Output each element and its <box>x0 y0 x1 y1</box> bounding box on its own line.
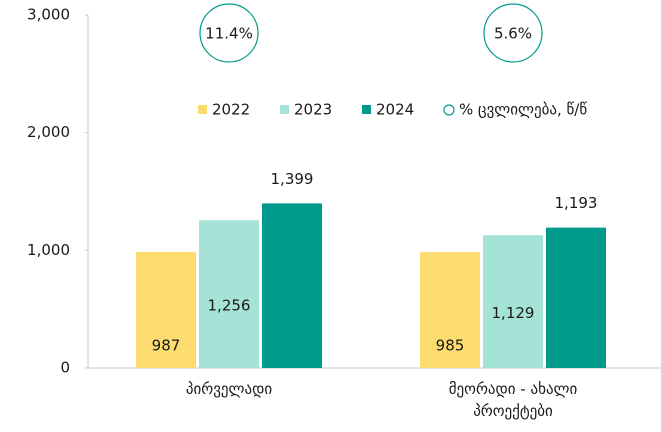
value-label: 1,399 <box>271 170 314 188</box>
bar <box>262 203 322 368</box>
legend-swatch <box>443 104 455 116</box>
y-tick-label: 3,000 <box>27 6 70 24</box>
change-label: 11.4% <box>205 25 253 43</box>
x-tick-label: პირველადი <box>185 380 273 398</box>
change-marker <box>483 3 543 63</box>
legend-label: 2023 <box>294 101 332 119</box>
change-label: 5.6% <box>494 25 532 43</box>
change-marker <box>199 3 259 63</box>
legend-swatch <box>198 105 207 114</box>
legend-swatch <box>362 105 371 114</box>
y-tick-label: 2,000 <box>27 123 70 141</box>
bar <box>420 252 480 368</box>
value-label: 1,129 <box>492 304 535 322</box>
value-label: 1,256 <box>208 297 251 315</box>
y-tick-label: 1,000 <box>27 241 70 259</box>
y-tick-label: 0 <box>60 359 70 377</box>
value-label: 987 <box>152 337 181 355</box>
value-label: 985 <box>436 337 465 355</box>
bar <box>199 220 259 368</box>
legend-label: 2022 <box>212 101 250 119</box>
bar <box>136 251 196 368</box>
bar <box>546 227 606 368</box>
legend-label: 2024 <box>376 101 414 119</box>
x-tick-label: მეორადი - ახალი პროექტები <box>448 380 578 420</box>
value-label: 1,193 <box>555 194 598 212</box>
legend-label: % ცვლილება, წ/წ <box>459 101 587 119</box>
bar <box>483 235 543 368</box>
legend-swatch <box>280 105 289 114</box>
